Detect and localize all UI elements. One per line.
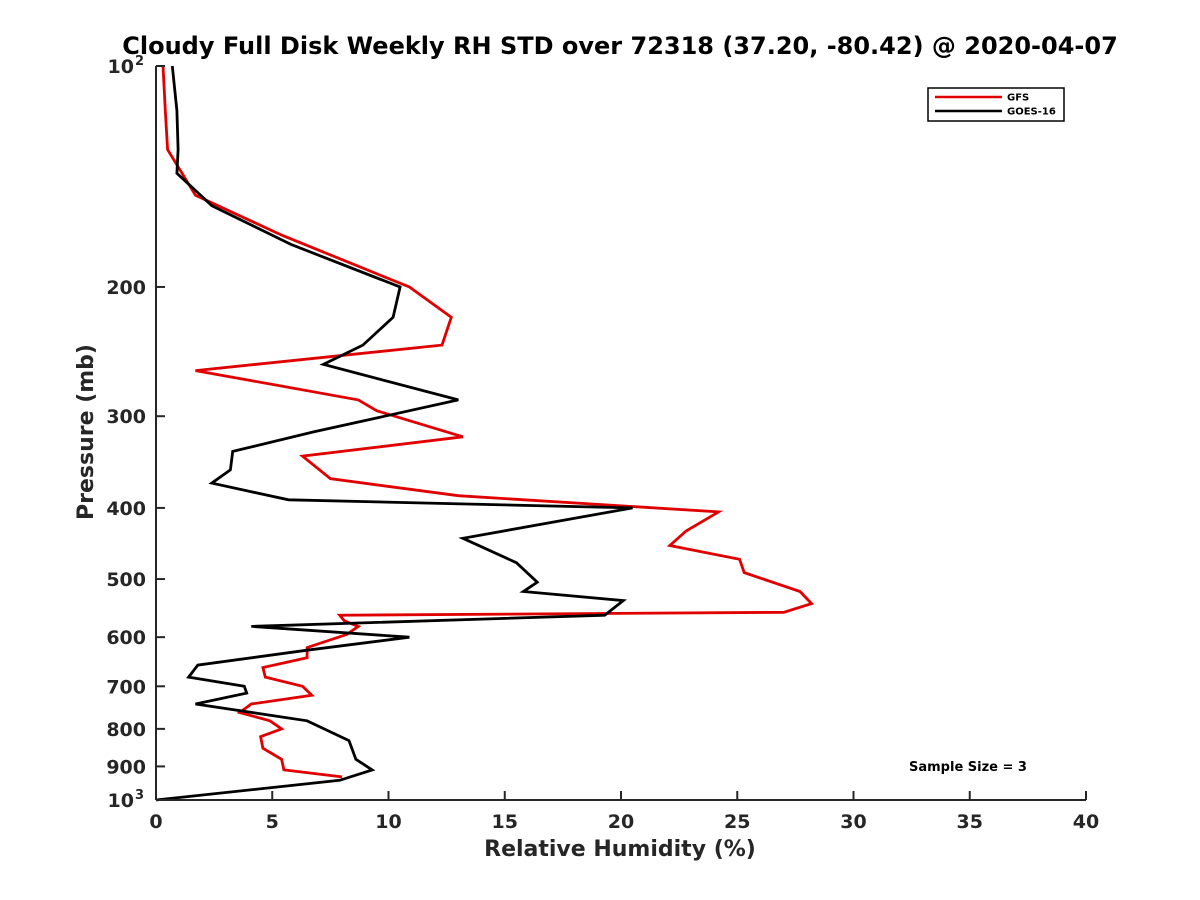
y-axis-label: Pressure (mb) <box>74 344 99 520</box>
y-tick-label: 800 <box>106 719 146 741</box>
y-tick-label: 300 <box>106 406 146 428</box>
series-line-gfs <box>161 65 815 779</box>
y-tick-label: 10 <box>108 56 134 78</box>
x-tick-label: 20 <box>608 811 634 833</box>
x-ticks: 0 5 10 15 20 25 30 35 40 <box>149 791 1099 833</box>
y-tick-label: 700 <box>106 676 146 698</box>
y-tick-exponent: 3 <box>135 788 144 803</box>
x-tick-label: 30 <box>840 811 866 833</box>
chart-title: Cloudy Full Disk Weekly RH STD over 7231… <box>122 32 1118 60</box>
y-tick-label: 200 <box>106 277 146 299</box>
x-tick-label: 5 <box>266 811 279 833</box>
x-tick-label: 0 <box>149 811 162 833</box>
x-tick-label: 40 <box>1073 811 1099 833</box>
x-tick-label: 15 <box>492 811 518 833</box>
y-tick-label: 900 <box>106 756 146 778</box>
x-tick-label: 25 <box>724 811 750 833</box>
x-tick-label: 10 <box>375 811 401 833</box>
y-tick-label: 600 <box>106 627 146 649</box>
y-tick-label: 10 <box>108 790 134 812</box>
y-tick-label: 500 <box>106 569 146 591</box>
y-tick-exponent: 2 <box>135 54 144 69</box>
legend: GFS GOES-16 <box>927 87 1065 122</box>
x-axis-label: Relative Humidity (%) <box>484 837 756 862</box>
y-tick-label: 400 <box>106 498 146 520</box>
x-tick-label: 35 <box>957 811 983 833</box>
series-line-goes-16 <box>155 65 633 802</box>
legend-label-gfs: GFS <box>1007 93 1029 104</box>
sample-size-annotation: Sample Size = 3 <box>909 760 1027 775</box>
axes: 0 5 10 15 20 25 30 35 40 10 220030040050060070080… <box>106 54 1099 833</box>
plot-lines <box>155 65 815 802</box>
legend-box <box>927 87 1065 122</box>
legend-label-goes-16: GOES-16 <box>1007 107 1056 118</box>
